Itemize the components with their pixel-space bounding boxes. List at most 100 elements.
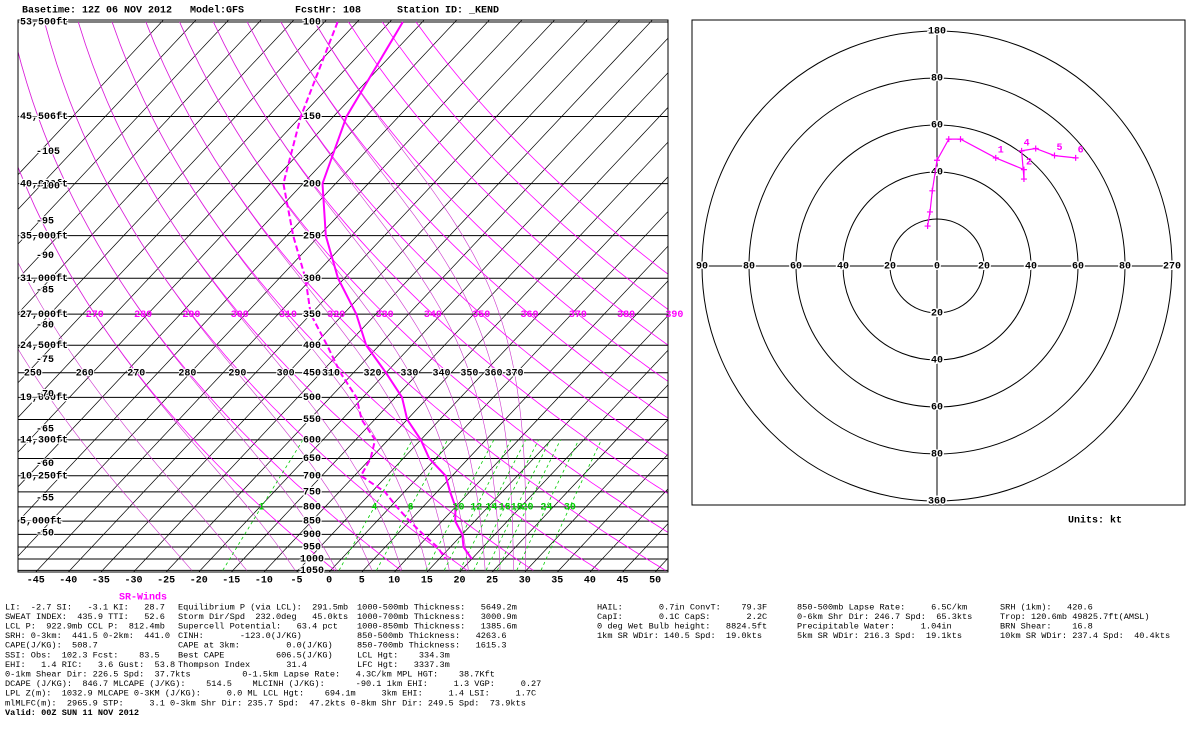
pressure-label: 500 bbox=[303, 393, 321, 404]
theta-e-label: 250 bbox=[24, 368, 42, 379]
header-field: Basetime: 12Z 06 NOV 2012 bbox=[22, 5, 172, 17]
hodograph-ring-label: 60 bbox=[1072, 262, 1084, 273]
pressure-label: 600 bbox=[303, 435, 321, 446]
pressure-label: 1050 bbox=[300, 566, 324, 577]
theta-e-label: 340 bbox=[433, 368, 451, 379]
isotherm bbox=[18, 20, 197, 210]
isotherm bbox=[18, 20, 262, 280]
hodograph-ring-label: 80 bbox=[1119, 262, 1131, 273]
temperature-tick-label: 45 bbox=[617, 576, 629, 587]
height-label: 24,500ft bbox=[20, 340, 68, 352]
dewpoint-profile bbox=[282, 21, 447, 560]
isotherm-label: -75 bbox=[36, 355, 54, 366]
index-text: 850-700mb Thickness: 1615.3 bbox=[357, 641, 507, 651]
isotherm-label: -95 bbox=[36, 216, 54, 227]
hodograph-ring-label: 40 bbox=[931, 356, 943, 367]
height-label: 31,000ft bbox=[20, 273, 68, 285]
pressure-label: 700 bbox=[303, 471, 321, 482]
pressure-label: 300 bbox=[303, 274, 321, 285]
dry-adiabat bbox=[415, 21, 668, 275]
pressure-label: 350 bbox=[303, 310, 321, 321]
height-label: 10,250ft bbox=[20, 470, 68, 482]
index-text: SWEAT INDEX: 435.9 TTI: 52.6 bbox=[5, 612, 165, 622]
isotherm bbox=[18, 20, 523, 557]
pressure-label: 150 bbox=[303, 112, 321, 123]
mixing-ratio-label: 14 bbox=[485, 503, 497, 514]
mixing-ratio-line bbox=[485, 439, 551, 571]
mixing-ratio-line bbox=[425, 439, 495, 571]
moist-adiabat bbox=[145, 21, 450, 571]
isotherm-label: -85 bbox=[36, 286, 54, 297]
pressure-label: 450 bbox=[303, 368, 321, 379]
theta-label: 360 bbox=[521, 310, 539, 321]
mixing-ratio-label: 12 bbox=[470, 503, 482, 514]
height-label: 35,000ft bbox=[20, 230, 68, 242]
moist-adiabat bbox=[246, 21, 501, 571]
isotherm bbox=[68, 20, 588, 572]
hodograph-ring bbox=[748, 77, 1126, 455]
dry-adiabat bbox=[280, 21, 668, 419]
mixing-ratio-label: 18 bbox=[511, 503, 523, 514]
moist-adiabat bbox=[213, 21, 486, 571]
temperature-tick-label: 0 bbox=[326, 576, 332, 587]
isotherm bbox=[18, 20, 360, 384]
isotherm bbox=[524, 419, 668, 572]
hodograph-ring-label: 40 bbox=[931, 168, 943, 179]
valid-time: Valid: 00Z SUN 11 NOV 2012 bbox=[5, 708, 139, 718]
mixing-ratio-label: 6 bbox=[408, 503, 414, 514]
mixing-ratio-line bbox=[540, 439, 602, 571]
index-text: LI: -2.7 SI: -3.1 KI: 28.7 bbox=[5, 602, 165, 612]
temperature-tick-label: 35 bbox=[551, 576, 563, 587]
temperature-tick-label: -45 bbox=[27, 576, 45, 587]
hodograph-ring-label: 180 bbox=[928, 27, 946, 38]
isotherm bbox=[459, 349, 668, 572]
isotherm-label: -65 bbox=[36, 424, 54, 435]
mixing-ratio-label: 16 bbox=[499, 503, 511, 514]
mixing-ratio-label: 10 bbox=[453, 503, 465, 514]
units-label: Units: kt bbox=[1068, 515, 1122, 527]
theta-label: 310 bbox=[279, 310, 297, 321]
hodograph-frame bbox=[691, 19, 1186, 506]
hodograph-point bbox=[1020, 176, 1027, 183]
hodograph-ring bbox=[842, 171, 1032, 361]
pressure-label: 400 bbox=[303, 341, 321, 352]
hodograph-center-label: 0 bbox=[934, 262, 940, 273]
hodograph-point bbox=[1020, 166, 1027, 173]
isotherm-label: -80 bbox=[36, 320, 54, 331]
temperature-tick-label: 15 bbox=[421, 576, 433, 587]
hodograph-point bbox=[1018, 147, 1025, 154]
mixing-ratio-label: 20 bbox=[521, 503, 533, 514]
hodograph-point bbox=[945, 136, 952, 143]
hodograph-ring-label: 60 bbox=[931, 403, 943, 414]
moist-adiabat bbox=[18, 348, 193, 571]
index-text: Supercell Potential: 63.4 pct bbox=[178, 621, 338, 631]
index-text: SSI: Obs: 102.3 Fcst: 83.5 bbox=[5, 650, 160, 660]
isotherm bbox=[18, 20, 164, 176]
theta-label: 380 bbox=[617, 310, 635, 321]
index-text: LCL P: 922.9mb CCL P: 812.4mb bbox=[5, 621, 165, 631]
temperature-tick-label: -5 bbox=[291, 576, 303, 587]
isotherm-label: -70 bbox=[36, 390, 54, 401]
hodograph-ring bbox=[701, 30, 1173, 502]
index-text: 0 deg Wet Bulb height: 8824.5ft bbox=[597, 621, 767, 631]
theta-e-label: 300 bbox=[277, 368, 295, 379]
sr-winds-label: SR-Winds bbox=[119, 592, 167, 604]
isotherm-label: -100 bbox=[36, 182, 60, 193]
temperature-profile bbox=[321, 21, 473, 560]
index-text: 850-500mb Lapse Rate: 6.5C/km bbox=[797, 602, 967, 612]
moist-adiabat bbox=[78, 21, 403, 571]
index-text: Trop: 120.6mb 49825.7ft(AMSL) bbox=[1000, 612, 1150, 622]
temperature-tick-label: -40 bbox=[59, 576, 77, 587]
theta-label: 370 bbox=[569, 310, 587, 321]
temperature-tick-label: -20 bbox=[190, 576, 208, 587]
moist-adiabat bbox=[18, 166, 296, 571]
isotherm bbox=[491, 384, 668, 572]
mixing-ratio-line bbox=[338, 439, 413, 571]
mixing-ratio-label: 4 bbox=[371, 503, 377, 514]
mixing-ratio-line bbox=[496, 439, 561, 571]
isotherm bbox=[18, 20, 327, 349]
mixing-ratio-line bbox=[443, 439, 512, 571]
mixing-ratio-label: 1 bbox=[258, 503, 264, 514]
